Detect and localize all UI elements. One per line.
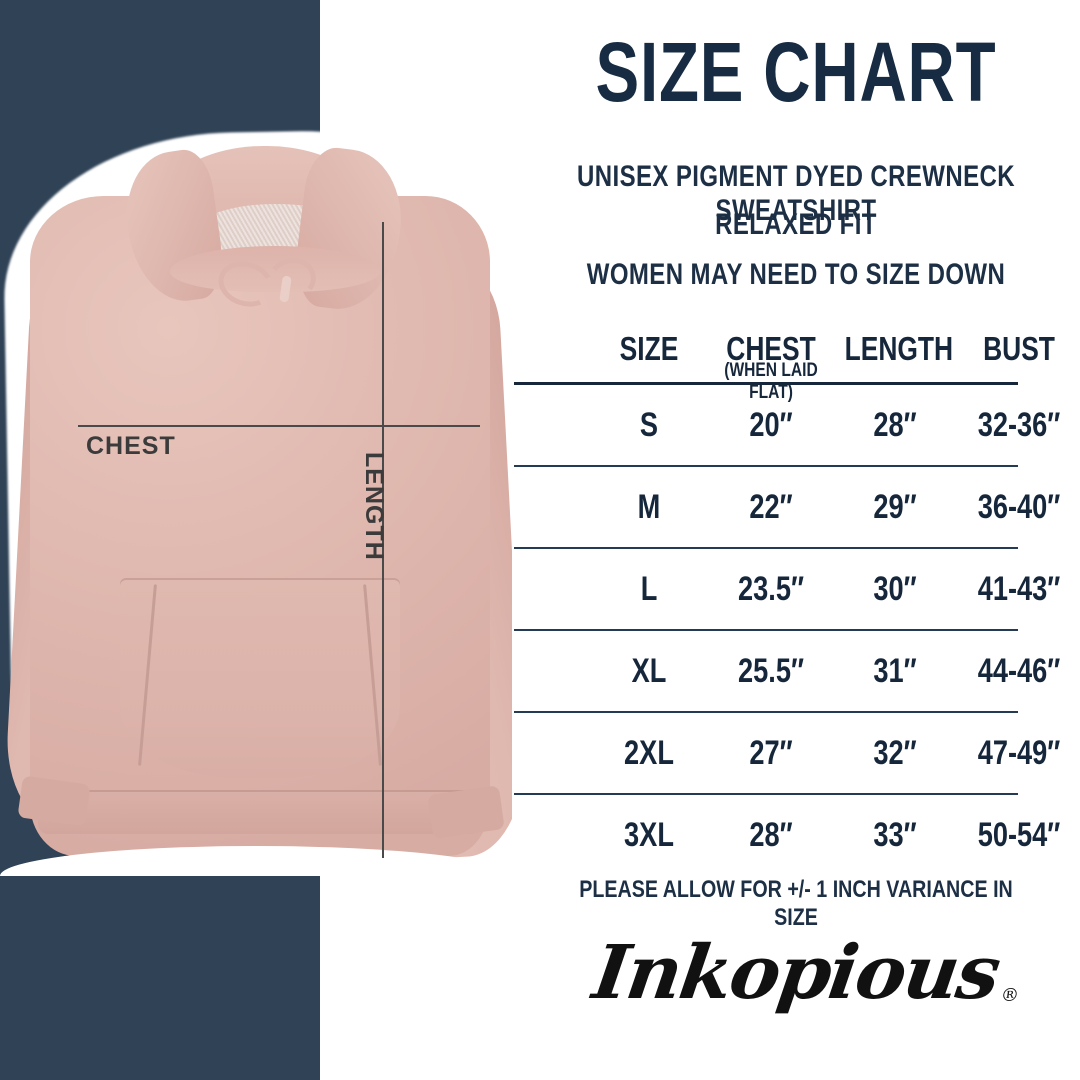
cell-length: 32″ xyxy=(873,733,917,772)
column-header-size: SIZE xyxy=(619,330,679,367)
chest-note: (WHEN LAID FLAT) xyxy=(724,360,818,403)
table-row: 2XL 27″ 32″ 47-49″ xyxy=(512,713,1080,793)
column-header-chest: CHEST xyxy=(726,330,816,367)
cell-bust: 44-46″ xyxy=(977,651,1061,690)
hem-band xyxy=(38,790,480,834)
registered-trademark-icon: ® xyxy=(999,985,1019,1006)
size-table: SIZE CHEST LENGTH BUST (WHEN LAID FLAT) … xyxy=(512,316,1080,875)
variance-footnote: PLEASE ALLOW FOR +/- 1 INCH VARIANCE IN … xyxy=(579,876,1013,931)
cell-bust: 50-54″ xyxy=(977,815,1061,854)
cell-chest: 27″ xyxy=(749,733,793,772)
cell-bust: 36-40″ xyxy=(977,487,1061,526)
table-rule xyxy=(514,465,1018,467)
cuff-left xyxy=(17,775,91,827)
cell-size: M xyxy=(637,487,661,526)
table-rule-top xyxy=(514,382,1018,385)
cell-bust: 47-49″ xyxy=(977,733,1061,772)
cell-size: S xyxy=(639,405,659,444)
size-chart-panel: SIZE CHART UNISEX PIGMENT DYED CREWNECK … xyxy=(512,0,1080,1080)
column-header-bust: BUST xyxy=(983,330,1055,367)
product-photo: CHEST LENGTH xyxy=(0,0,512,1080)
table-row: M 22″ 29″ 36-40″ xyxy=(512,467,1080,547)
cell-chest: 28″ xyxy=(749,815,793,854)
cell-chest: 22″ xyxy=(749,487,793,526)
table-header-row: SIZE CHEST LENGTH BUST (WHEN LAID FLAT) xyxy=(512,316,1080,403)
chest-measurement-line xyxy=(78,425,480,427)
cell-size: 3XL xyxy=(624,815,674,854)
cell-chest: 23.5″ xyxy=(738,569,804,608)
chest-measurement-label: CHEST xyxy=(86,432,176,460)
subtitle-product: UNISEX PIGMENT DYED CREWNECK SWEATSHIRT xyxy=(577,160,1015,227)
table-row: L 23.5″ 30″ 41-43″ xyxy=(512,549,1080,629)
subtitle-fit: RELAXED FIT xyxy=(715,208,877,241)
cell-length: 30″ xyxy=(873,569,917,608)
length-measurement-line xyxy=(382,222,384,858)
table-row: XL 25.5″ 31″ 44-46″ xyxy=(512,631,1080,711)
kangaroo-pocket xyxy=(120,578,400,778)
table-rule xyxy=(514,547,1018,549)
table-row: S 20″ 28″ 32-36″ xyxy=(512,385,1080,465)
table-row: 3XL 28″ 33″ 50-54″ xyxy=(512,795,1080,875)
cell-length: 28″ xyxy=(873,405,917,444)
brand-logo: Inkopious ® xyxy=(512,930,1080,1016)
table-rule xyxy=(514,793,1018,795)
cell-size: 2XL xyxy=(624,733,674,772)
column-header-length: LENGTH xyxy=(844,330,954,367)
length-measurement-label: LENGTH xyxy=(360,452,388,561)
logo-wordmark: Inkopious ® xyxy=(588,930,1019,1016)
page-title: SIZE CHART xyxy=(595,25,997,119)
cell-chest: 20″ xyxy=(749,405,793,444)
cell-length: 31″ xyxy=(873,651,917,690)
cell-bust: 32-36″ xyxy=(977,405,1061,444)
table-rule xyxy=(514,711,1018,713)
subtitle-sizing-advice: WOMEN MAY NEED TO SIZE DOWN xyxy=(586,258,1006,291)
cell-size: L xyxy=(640,569,658,608)
cell-size: XL xyxy=(631,651,667,690)
table-rule xyxy=(514,629,1018,631)
cell-chest: 25.5″ xyxy=(738,651,804,690)
cell-bust: 41-43″ xyxy=(977,569,1061,608)
neck-band xyxy=(170,246,380,292)
cell-length: 33″ xyxy=(873,815,917,854)
cell-length: 29″ xyxy=(873,487,917,526)
